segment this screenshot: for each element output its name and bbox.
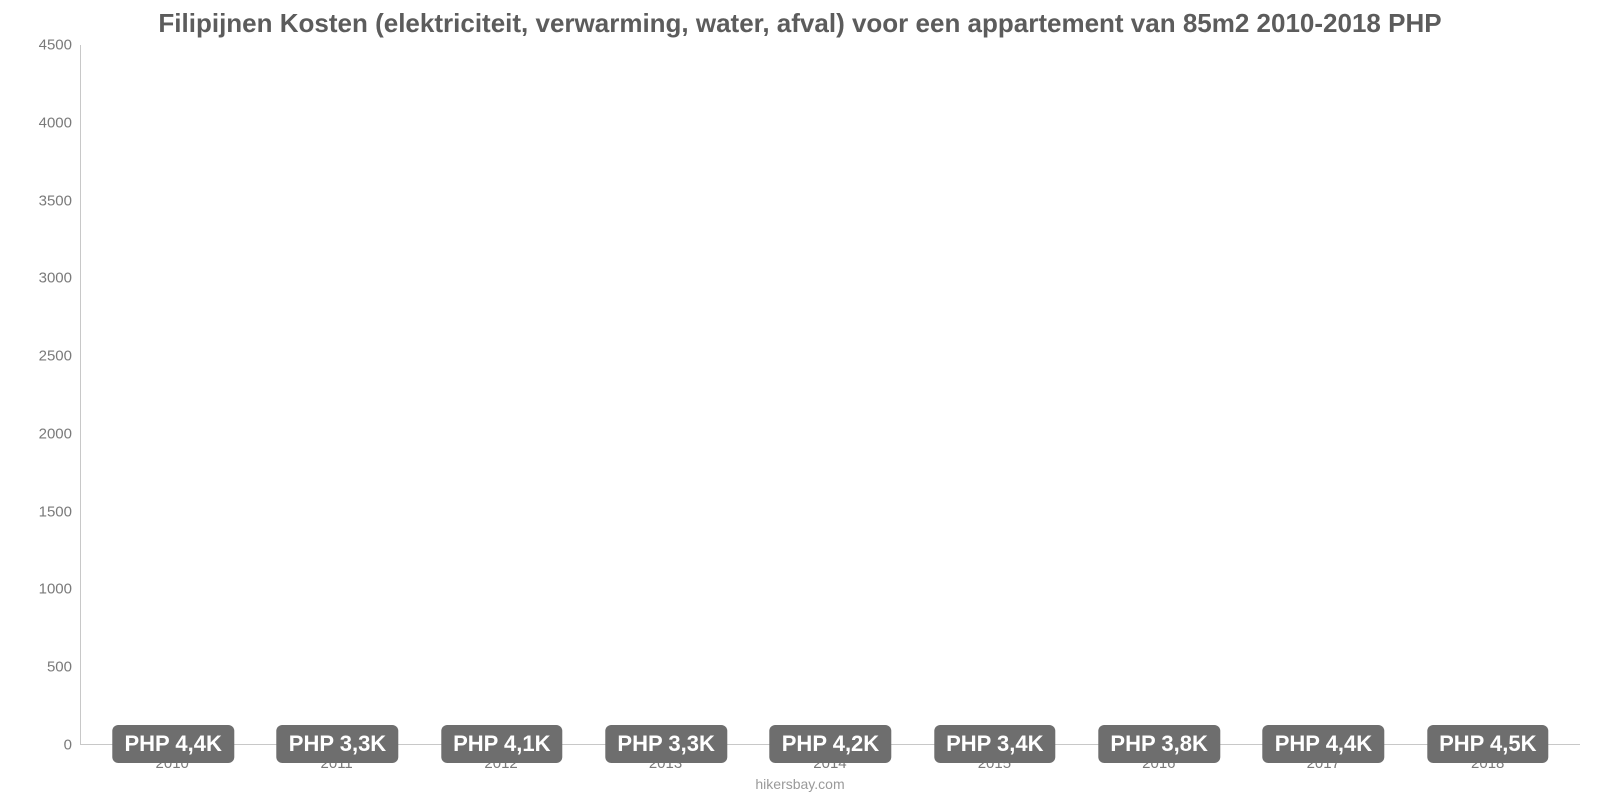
y-tick: 4500 bbox=[20, 37, 72, 54]
plot-area: 050010001500200025003000350040004500 PHP… bbox=[20, 45, 1580, 745]
y-tick: 1500 bbox=[20, 503, 72, 520]
bar-value-label: PHP 3,3K bbox=[277, 725, 398, 763]
y-tick: 1000 bbox=[20, 581, 72, 598]
bar-value-label: PHP 3,8K bbox=[1098, 725, 1219, 763]
bar-value-label: PHP 4,4K bbox=[1263, 725, 1384, 763]
y-tick: 0 bbox=[20, 737, 72, 754]
y-tick: 2000 bbox=[20, 425, 72, 442]
y-tick: 500 bbox=[20, 659, 72, 676]
y-tick: 4000 bbox=[20, 114, 72, 131]
chart-container: Filipijnen Kosten (elektriciteit, verwar… bbox=[0, 0, 1600, 800]
bar-value-label: PHP 3,3K bbox=[605, 725, 726, 763]
chart-title: Filipijnen Kosten (elektriciteit, verwar… bbox=[20, 8, 1580, 39]
bars-row: PHP 4,4KPHP 3,3KPHP 4,1KPHP 3,3KPHP 4,2K… bbox=[81, 45, 1580, 744]
bar-value-label: PHP 4,1K bbox=[441, 725, 562, 763]
bars-area: PHP 4,4KPHP 3,3KPHP 4,1KPHP 3,3KPHP 4,2K… bbox=[80, 45, 1580, 745]
y-tick: 3500 bbox=[20, 192, 72, 209]
bar-value-label: PHP 4,2K bbox=[770, 725, 891, 763]
y-tick: 3000 bbox=[20, 270, 72, 287]
bar-value-label: PHP 3,4K bbox=[934, 725, 1055, 763]
y-tick: 2500 bbox=[20, 348, 72, 365]
bar-value-label: PHP 4,5K bbox=[1427, 725, 1548, 763]
bar-value-label: PHP 4,4K bbox=[112, 725, 233, 763]
y-axis: 050010001500200025003000350040004500 bbox=[20, 45, 80, 745]
source-label: hikersbay.com bbox=[20, 776, 1580, 792]
